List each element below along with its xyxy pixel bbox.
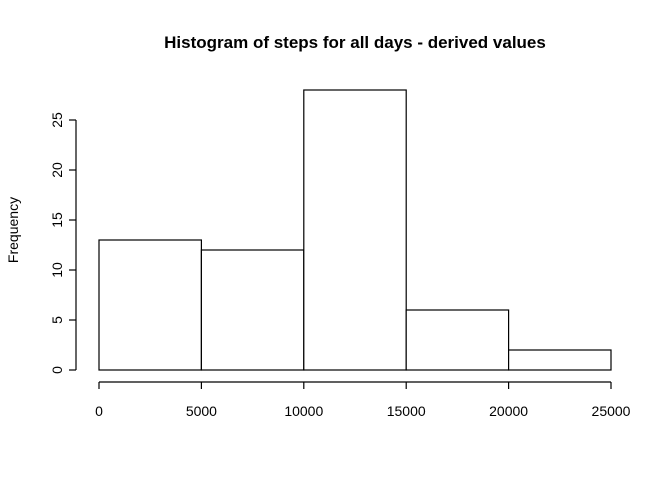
x-tick-label-0: 0 bbox=[95, 403, 103, 419]
y-axis: 0 5 10 15 20 25 bbox=[49, 112, 77, 374]
histogram-bar-1 bbox=[98, 239, 203, 371]
bars-group bbox=[98, 89, 612, 371]
histogram-bar-2 bbox=[200, 249, 305, 371]
x-axis: 0 5000 10000 15000 20000 25000 bbox=[95, 381, 631, 419]
chart-title: Histogram of steps for all days - derive… bbox=[164, 33, 546, 52]
x-tick-label-5: 25000 bbox=[592, 403, 631, 419]
y-tick-label-5: 25 bbox=[49, 112, 65, 128]
x-tick-label-1: 5000 bbox=[186, 403, 217, 419]
x-tick-label-3: 15000 bbox=[387, 403, 426, 419]
y-tick-label-2: 10 bbox=[49, 262, 65, 278]
y-axis-label: Frequency bbox=[5, 197, 21, 263]
histogram-bar-3 bbox=[303, 89, 407, 371]
y-tick-label-1: 5 bbox=[49, 316, 65, 324]
y-tick-label-4: 20 bbox=[49, 162, 65, 178]
x-tick-label-2: 10000 bbox=[284, 403, 323, 419]
histogram-bar-5 bbox=[508, 349, 612, 371]
histogram-bar-4 bbox=[405, 309, 510, 371]
y-tick-label-3: 15 bbox=[49, 212, 65, 228]
y-tick-label-0: 0 bbox=[49, 366, 65, 374]
x-tick-label-4: 20000 bbox=[489, 403, 528, 419]
